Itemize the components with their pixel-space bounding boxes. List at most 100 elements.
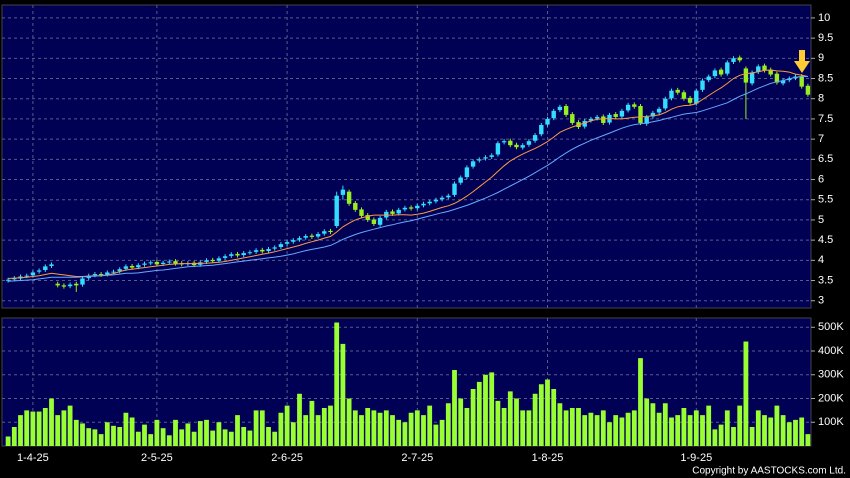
volume-bar xyxy=(724,410,730,446)
candle-body xyxy=(762,65,767,71)
volume-bar xyxy=(197,421,203,446)
volume-bar xyxy=(390,415,395,446)
volume-bar xyxy=(799,417,805,446)
y-tick-label: 7.5 xyxy=(818,113,833,125)
volume-bar xyxy=(80,423,85,446)
candle-body xyxy=(49,264,54,266)
candle-body xyxy=(346,191,352,204)
volume-bar xyxy=(30,411,36,446)
candle-body xyxy=(737,57,742,61)
volume-bar xyxy=(321,408,327,446)
volume-bar xyxy=(148,434,154,446)
candle-body xyxy=(43,266,48,271)
volume-bar xyxy=(117,427,123,446)
signal-arrow xyxy=(794,50,810,73)
volume-bar xyxy=(259,410,265,446)
volume-bar xyxy=(55,415,61,446)
candle-body xyxy=(229,254,234,256)
volume-bar xyxy=(92,429,98,446)
candle-body xyxy=(340,189,346,195)
volume-bar xyxy=(545,379,550,446)
volume-bar xyxy=(458,398,464,446)
volume-bar xyxy=(675,415,681,446)
candle-body xyxy=(532,135,538,141)
volume-bar xyxy=(638,358,643,446)
volume-bar xyxy=(266,427,271,446)
volume-bar xyxy=(253,410,259,446)
volume-bar xyxy=(135,431,141,446)
candle-body xyxy=(5,279,11,281)
volume-bar xyxy=(309,400,315,446)
candle-body xyxy=(594,116,600,119)
volume-bar xyxy=(495,400,501,446)
volume-bar xyxy=(204,419,209,446)
candle-body xyxy=(247,252,253,254)
candle-body xyxy=(501,141,507,143)
candle-body xyxy=(30,272,36,276)
candle-body xyxy=(650,112,656,117)
x-tick-label: 2-7-25 xyxy=(401,452,433,464)
candle-body xyxy=(464,167,470,178)
volume-bar xyxy=(98,434,104,446)
candle-body xyxy=(687,97,693,103)
candle-body xyxy=(731,58,736,62)
volume-bar xyxy=(297,393,302,446)
candle-body xyxy=(681,92,687,99)
volume-bar xyxy=(241,427,247,446)
candle-body xyxy=(446,195,451,198)
volume-bar xyxy=(377,412,383,446)
candle-body xyxy=(55,283,60,286)
volume-bar xyxy=(439,419,445,446)
volume-bar xyxy=(210,430,216,446)
candle-body xyxy=(570,114,575,123)
moving-average-line xyxy=(8,69,808,279)
volume-bar xyxy=(433,424,439,446)
volume-bar xyxy=(607,422,612,446)
volume-bar xyxy=(656,412,662,446)
y-tick-label: 9.5 xyxy=(818,32,833,44)
candle-body xyxy=(390,211,395,214)
candle-body xyxy=(129,265,135,268)
volume-bar xyxy=(191,431,197,446)
candle-body xyxy=(353,202,358,210)
candle-body xyxy=(718,69,724,75)
candle-body xyxy=(272,247,277,249)
volume-bar xyxy=(755,410,761,446)
candle-body xyxy=(371,219,377,224)
volume-bar xyxy=(780,415,786,446)
volume-bar xyxy=(408,412,414,446)
volume-bar xyxy=(340,343,346,446)
volume-bar xyxy=(129,417,135,446)
y-tick-label: 5 xyxy=(818,214,824,226)
y-tick-label: 9 xyxy=(818,52,824,64)
volume-bar xyxy=(693,410,699,446)
volume-bar xyxy=(235,415,240,446)
candle-body xyxy=(303,236,308,238)
x-tick-label: 2-5-25 xyxy=(141,452,173,464)
candle-body xyxy=(111,271,116,273)
candle-body xyxy=(260,249,265,252)
candle-body xyxy=(253,250,259,252)
y-tick-label: 4.5 xyxy=(818,234,833,246)
candle-body xyxy=(545,118,550,125)
candle-body xyxy=(421,203,426,206)
volume-bar xyxy=(476,381,482,446)
volume-bar xyxy=(737,405,743,446)
candle-body xyxy=(601,116,606,123)
volume-bar xyxy=(179,429,185,446)
candle-body xyxy=(359,209,364,216)
volume-bar xyxy=(762,415,767,446)
candle-body xyxy=(365,215,370,220)
candle-body xyxy=(439,197,445,200)
candle-body xyxy=(557,106,563,111)
volume-bar xyxy=(160,428,166,446)
volume-bar xyxy=(36,411,42,446)
volume-bar xyxy=(383,410,389,446)
y-tick-label: 5.5 xyxy=(818,194,833,206)
candle-body xyxy=(322,231,327,234)
candle-body xyxy=(284,242,290,244)
volume-bar xyxy=(303,415,309,446)
candle-body xyxy=(551,110,556,119)
candle-body xyxy=(415,205,420,209)
